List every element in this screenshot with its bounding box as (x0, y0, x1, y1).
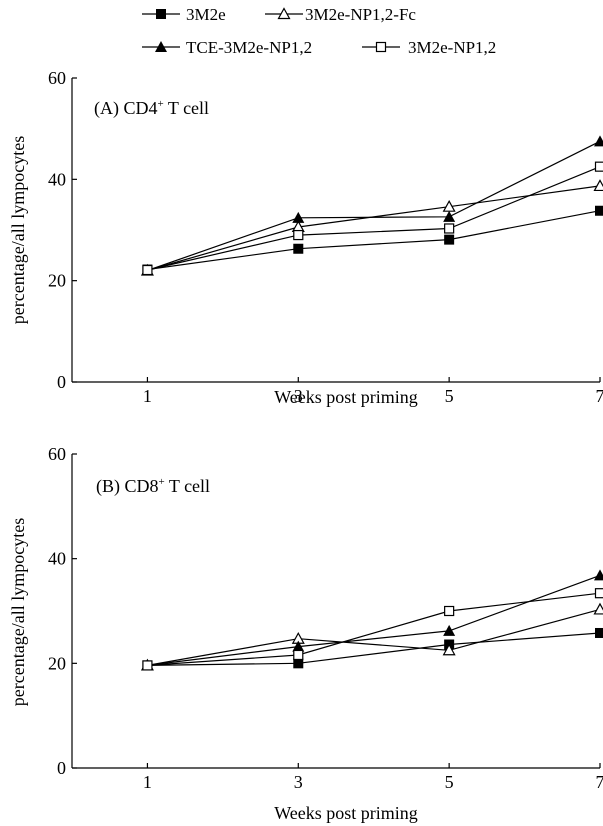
chart-panel-cd4: 0 20 40 60 1 3 5 7 (A) CD4+ T cell Weeks post … (8, 68, 603, 407)
open-triangle-marker (593, 179, 603, 192)
open-triangle-marker (593, 602, 603, 615)
filled-square-marker (293, 658, 304, 669)
series (140, 602, 603, 671)
legend-label: TCE-3M2e-NP1,2 (186, 38, 312, 57)
filled-triangle-marker (594, 135, 603, 147)
series (141, 569, 603, 671)
x-axis-label: Weeks post priming (274, 387, 418, 407)
series-line (147, 140, 601, 272)
y-tick-label: 60 (48, 68, 66, 88)
filled-triangle-marker (594, 569, 603, 581)
x-tick-label: 7 (596, 386, 603, 406)
x-tick-label: 3 (294, 386, 303, 406)
series-line (147, 608, 601, 666)
x-axis-label: Weeks post priming (274, 803, 418, 823)
series-group (140, 569, 603, 671)
filled-triangle-marker (443, 624, 456, 636)
filled-triangle-marker (292, 640, 305, 652)
filled-square-marker (293, 243, 304, 254)
y-ticks: 0 20 40 60 (48, 444, 77, 778)
open-square-marker (293, 229, 304, 241)
y-tick-label: 40 (48, 169, 66, 189)
panel-label: (B) CD8+ T cell (96, 476, 210, 497)
open-square-marker (594, 588, 603, 599)
legend-label: 3M2e (186, 5, 226, 24)
open-square-marker-icon (375, 41, 387, 53)
y-axis-label: percentage/all lympocytes (8, 518, 28, 706)
legend-item-tce-3m2e-np12: TCE-3M2e-NP1,2 (142, 38, 312, 57)
x-tick-label: 1 (143, 772, 152, 792)
series (142, 627, 603, 671)
filled-square-marker-icon (156, 9, 166, 19)
open-square-marker (444, 605, 455, 617)
series (142, 161, 603, 276)
y-tick-label: 20 (48, 271, 66, 291)
open-square-marker (142, 264, 153, 276)
series-line (147, 185, 601, 272)
legend-item-3m2e-np12-fc: 3M2e-NP1,2-Fc (265, 5, 416, 24)
open-triangle-marker (442, 643, 456, 656)
chart-panel-cd8: 0 20 40 60 1 3 5 7 (B) CD8+ T cell Weeks post … (8, 444, 603, 823)
open-square-marker (594, 161, 603, 172)
open-square-marker (142, 660, 153, 671)
y-tick-label: 20 (48, 653, 66, 673)
series-group (140, 135, 603, 276)
series-line (147, 592, 601, 666)
x-tick-label: 5 (445, 386, 454, 406)
filled-triangle-marker (292, 211, 305, 223)
filled-square-marker (444, 234, 455, 245)
y-axis-label: percentage/all lympocytes (8, 136, 28, 324)
panel-label: (A) CD4+ T cell (94, 98, 209, 119)
filled-square-marker (595, 205, 603, 216)
y-ticks: 0 20 40 60 (48, 68, 77, 392)
legend-item-3m2e-np12: 3M2e-NP1,2 (362, 38, 496, 57)
x-ticks: 1 3 5 7 (143, 377, 603, 406)
filled-triangle-marker (443, 210, 456, 222)
x-tick-label: 5 (445, 772, 454, 792)
x-tick-label: 7 (596, 772, 603, 792)
filled-square-marker (595, 627, 603, 638)
y-tick-label: 0 (57, 758, 66, 778)
legend: 3M2e 3M2e-NP1,2-Fc TCE-3M2e-NP1,2 3M2e-N… (142, 5, 496, 57)
legend-item-3m2e: 3M2e (142, 5, 226, 24)
x-tick-label: 3 (294, 772, 303, 792)
open-triangle-marker-icon (277, 7, 291, 20)
x-tick-label: 1 (143, 386, 152, 406)
filled-triangle-marker-icon (155, 41, 167, 52)
open-square-marker (444, 223, 455, 234)
open-square-marker (293, 649, 304, 661)
series-line (147, 166, 601, 271)
series-line (147, 210, 601, 271)
series (142, 205, 603, 275)
series-line (147, 574, 601, 666)
legend-label: 3M2e-NP1,2 (408, 38, 496, 57)
series (142, 588, 603, 671)
series-line (147, 632, 601, 666)
y-tick-label: 40 (48, 549, 66, 569)
series (141, 135, 603, 276)
legend-label: 3M2e-NP1,2-Fc (305, 5, 416, 24)
y-tick-label: 0 (57, 372, 66, 392)
y-tick-label: 60 (48, 444, 66, 464)
x-ticks: 1 3 5 7 (143, 763, 603, 792)
